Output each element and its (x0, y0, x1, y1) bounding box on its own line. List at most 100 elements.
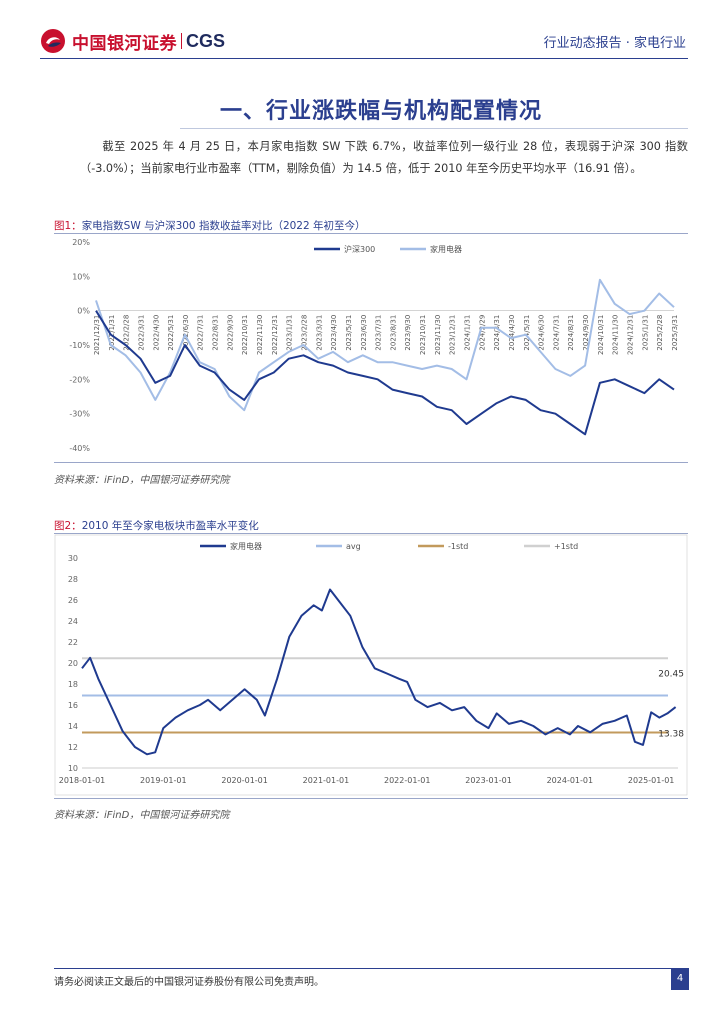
y-tick-label: 30 (68, 554, 78, 563)
x-tick-label: 2018-01-01 (59, 776, 106, 785)
x-tick-label: 2024/4/30 (508, 315, 516, 351)
brand-logo: 中国银河证券 CGS (40, 28, 225, 54)
chart-frame (54, 534, 688, 796)
annotation-minus1std: 13.38 (658, 730, 684, 740)
annotation-plus1std: 20.45 (658, 669, 684, 679)
figure2-rule (54, 533, 688, 534)
x-tick-label: 2020-01-01 (221, 776, 268, 785)
figure2-caption: 2010 年至今家电板块市盈率水平变化 (81, 520, 259, 532)
x-tick-label: 2024/8/31 (567, 315, 575, 351)
figure2-bottom-rule (54, 798, 688, 799)
x-tick-label: 2022/4/30 (152, 315, 160, 351)
figure2-title: 图2：2010 年至今家电板块市盈率水平变化 (54, 518, 259, 533)
y-tick-label: 10% (72, 272, 90, 281)
report-type: 行业动态报告 · 家电行业 (543, 36, 686, 51)
x-tick-label: 2022/12/31 (271, 315, 279, 355)
footer-divider (54, 968, 688, 969)
legend-label: 家用电器 (230, 541, 262, 551)
x-tick-label: 2022/3/31 (137, 315, 145, 351)
y-tick-label: 28 (68, 575, 78, 584)
x-tick-label: 2022/1/31 (108, 315, 116, 351)
figure2-source: 资料来源：iFinD，中国银河证券研究院 (54, 810, 230, 821)
section-title: 一、行业涨跌幅与机构配置情况 (220, 99, 543, 124)
legend-label: avg (346, 542, 361, 551)
legend-label: 家用电器 (430, 244, 462, 254)
legend-label: 沪深300 (344, 244, 375, 254)
x-tick-label: 2024-01-01 (547, 776, 594, 785)
figure1-title: 图1：家电指数SW 与沪深300 指数收益率对比（2022 年初至今） (54, 218, 366, 233)
header-divider (40, 58, 688, 59)
x-tick-label: 2025/3/31 (671, 315, 679, 351)
x-tick-label: 2023-01-01 (465, 776, 512, 785)
x-tick-label: 2024/12/31 (627, 315, 635, 355)
y-tick-label: 10 (68, 764, 78, 773)
x-tick-label: 2024/10/31 (597, 315, 605, 355)
y-tick-label: -10% (69, 341, 90, 350)
figure1-label: 图1： (54, 220, 82, 232)
x-tick-label: 2022-01-01 (384, 776, 431, 785)
x-tick-label: 2023/9/30 (404, 315, 412, 351)
y-tick-label: 18 (68, 680, 78, 689)
x-tick-label: 2024/1/31 (464, 315, 472, 351)
footer-disclaimer: 请务必阅读正文最后的中国银河证券股份有限公司免责声明。 (54, 977, 324, 988)
y-tick-label: 26 (68, 596, 78, 605)
x-tick-label: 2019-01-01 (140, 776, 187, 785)
x-tick-label: 2025-01-01 (628, 776, 675, 785)
figure2-label: 图2： (54, 520, 82, 532)
x-tick-label: 2025/1/31 (641, 315, 649, 351)
x-tick-label: 2022/11/30 (256, 315, 264, 355)
cgs-logo-icon (41, 29, 65, 53)
figure1-bottom-rule (54, 462, 688, 463)
x-tick-label: 2021/12/31 (93, 315, 101, 355)
y-tick-label: 16 (68, 701, 78, 710)
x-tick-label: 2022/7/31 (197, 315, 205, 351)
x-tick-label: 2024/5/31 (523, 315, 531, 351)
series-line-home-appliances (95, 278, 675, 412)
x-tick-label: 2023/2/28 (300, 315, 308, 351)
series-line-home-appliances-pe (81, 588, 677, 756)
y-tick-label: 12 (68, 743, 78, 752)
y-tick-label: 14 (68, 722, 78, 731)
x-tick-label: 2024/6/30 (538, 315, 546, 351)
logo-english-name: CGS (186, 30, 226, 51)
x-tick-label: 2023/4/30 (330, 315, 338, 351)
series-line-hs300 (95, 310, 675, 436)
y-tick-label: -20% (69, 375, 90, 384)
y-tick-label: 20 (68, 659, 78, 668)
logo-chinese-name: 中国银河证券 (72, 33, 177, 54)
x-tick-label: 2023/3/31 (315, 315, 323, 351)
x-tick-label: 2023/5/31 (345, 315, 353, 351)
x-tick-label: 2022/2/28 (123, 315, 131, 351)
y-tick-label: -40% (69, 444, 90, 453)
title-underline (180, 128, 688, 129)
pe-ratio-chart: 30 28 26 24 22 20 18 16 14 12 10 2018-01-01 2019-01-… (54, 534, 688, 796)
x-tick-label: 2023/11/30 (434, 315, 442, 355)
x-tick-label: 2023/7/31 (375, 315, 383, 351)
figure1-caption: 家电指数SW 与沪深300 指数收益率对比（2022 年初至今） (81, 220, 366, 232)
figure1-source: 资料来源：iFinD，中国银河证券研究院 (54, 475, 230, 486)
y-tick-label: 20% (72, 238, 90, 247)
x-tick-label: 2023/12/31 (449, 315, 457, 355)
y-tick-label: -30% (69, 410, 90, 419)
x-tick-label: 2021-01-01 (303, 776, 350, 785)
x-tick-label: 2023/6/30 (360, 315, 368, 351)
x-tick-label: 2024/7/31 (552, 315, 560, 351)
y-tick-label: 0% (77, 307, 90, 316)
x-tick-label: 2024/2/29 (478, 315, 486, 351)
x-tick-label: 2024/9/30 (582, 315, 590, 351)
x-tick-label: 2023/10/31 (419, 315, 427, 355)
figure1-rule (54, 233, 688, 234)
x-tick-label: 2023/1/31 (286, 315, 294, 351)
x-tick-label: 2024/3/31 (493, 315, 501, 351)
x-tick-label: 2022/5/31 (167, 315, 175, 351)
x-tick-label: 2023/8/31 (389, 315, 397, 351)
x-tick-label: 2022/8/31 (212, 315, 220, 351)
x-tick-label: 2022/6/30 (182, 315, 190, 351)
summary-paragraph: 截至 2025 年 4 月 25 日，本月家电指数 SW 下跌 6.7%，收益率… (80, 140, 688, 175)
x-tick-label: 2025/2/28 (656, 315, 664, 351)
y-tick-label: 22 (68, 638, 78, 647)
x-tick-label: 2022/10/31 (241, 315, 249, 355)
y-tick-label: 24 (68, 617, 78, 626)
legend-label: +1std (554, 542, 578, 551)
returns-comparison-chart: 20% 10% 0% -10% -20% -30% -40% 2021/12/31 2022/1… (69, 238, 679, 453)
